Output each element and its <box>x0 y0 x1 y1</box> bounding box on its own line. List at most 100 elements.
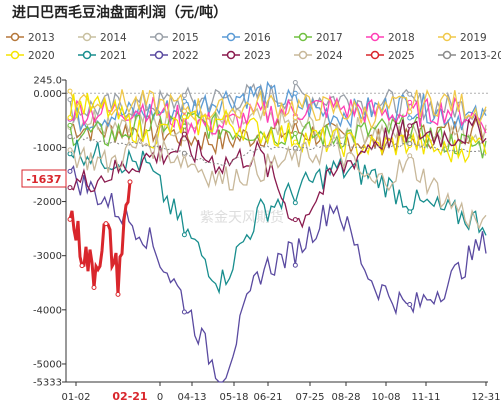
series-point <box>79 263 85 269</box>
series-point <box>181 150 187 156</box>
legend-swatch-marker <box>154 32 164 42</box>
legend-item[interactable]: 2015 <box>150 32 199 44</box>
series-point <box>407 123 413 129</box>
callout-value: -1637 <box>26 173 61 186</box>
legend-label: 2013-2024均值 <box>460 49 501 62</box>
series-point <box>292 262 298 268</box>
legend-item[interactable]: 2022 <box>150 50 199 62</box>
legend-swatch-marker <box>298 32 308 42</box>
x-tick-label: 12-31 <box>471 392 500 403</box>
series-line-2022 <box>69 164 487 383</box>
legend-label: 2023 <box>244 50 271 62</box>
y-tick-label: -5000 <box>33 359 62 370</box>
series-line-2014 <box>69 103 487 149</box>
legend-label: 2024 <box>316 50 343 62</box>
series-point <box>67 168 73 174</box>
y-tick-label: -1000 <box>33 143 62 154</box>
legend-item[interactable]: 2021 <box>78 50 127 62</box>
x-tick-label: 01-02 <box>61 392 90 403</box>
series-line-2013-2024均值 <box>69 135 487 166</box>
series-point <box>67 115 73 121</box>
x-tick-label: 11-11 <box>411 392 440 403</box>
y-tick-label: 0.000 <box>33 89 62 100</box>
current-date-label: 02-21 <box>112 390 147 403</box>
legend-item[interactable]: 2014 <box>78 32 127 44</box>
callout-box <box>21 169 67 188</box>
legend-item[interactable]: 2013 <box>6 32 55 44</box>
legend-item[interactable]: 2020 <box>6 50 55 62</box>
legend-item[interactable]: 2013-2024均值 <box>438 49 501 62</box>
legend: 2013 2014 2015 2016 2017 2018 2019 2020 2021 2022… <box>6 32 501 62</box>
series-line-2023 <box>69 115 487 229</box>
series-point <box>181 309 187 315</box>
legend-item[interactable]: 2019 <box>438 32 487 44</box>
x-tick-label: 0 <box>157 392 163 403</box>
legend-item[interactable]: 2025 <box>366 50 415 62</box>
series-point <box>407 115 413 121</box>
legend-label: 2021 <box>100 50 127 62</box>
series-point <box>292 145 298 151</box>
series-point <box>181 114 187 120</box>
legend-swatch-marker <box>442 32 452 42</box>
legend-label: 2019 <box>460 32 487 44</box>
series-line-2025 <box>68 181 132 295</box>
series-line-2020 <box>69 92 487 164</box>
series-point <box>127 179 133 185</box>
series-point <box>181 232 187 238</box>
legend-item[interactable]: 2017 <box>294 32 343 44</box>
legend-item[interactable]: 2023 <box>222 50 271 62</box>
series-point <box>115 291 121 297</box>
y-tick-label: -3000 <box>33 251 62 262</box>
legend-swatch-marker <box>82 32 92 42</box>
x-tick-label: 04-13 <box>177 392 206 403</box>
y-axis: 245.0 0.000 -1000 -2000 -3000 -4000 -5000 -5333 <box>33 76 67 389</box>
legend-item[interactable]: 2024 <box>294 50 343 62</box>
series-point <box>67 216 73 222</box>
x-tick-label: 07-25 <box>295 392 324 403</box>
legend-label: 2020 <box>28 50 55 62</box>
legend-swatch-marker <box>10 32 20 42</box>
series-point <box>67 134 73 140</box>
series-point <box>407 301 413 307</box>
series-point <box>91 284 97 290</box>
chart-title: 进口巴西毛豆油盘面利润（元/吨） <box>12 4 227 21</box>
legend-item[interactable]: 2016 <box>222 32 271 44</box>
legend-label: 2025 <box>388 50 415 62</box>
series-point <box>67 88 73 94</box>
series-line-2024 <box>69 132 487 230</box>
legend-swatch-marker <box>154 50 164 60</box>
x-axis: 01-02 0 04-13 05-18 06-21 07-25 08-28 10-08 11-1… <box>61 381 501 403</box>
series-point <box>292 130 298 136</box>
x-tick-label: 08-28 <box>331 392 360 403</box>
series-point <box>67 122 73 128</box>
legend-swatch-marker <box>226 32 236 42</box>
y-tick-label: 245.0 <box>33 76 62 87</box>
series-point <box>407 109 413 115</box>
series-point <box>67 147 73 153</box>
legend-swatch-marker <box>82 50 92 60</box>
y-tick-label: -5333 <box>33 378 62 389</box>
series-point <box>407 91 413 97</box>
y-tick-label: -4000 <box>33 305 62 316</box>
x-tick-label: 06-21 <box>253 392 282 403</box>
series-point <box>292 217 298 223</box>
x-tick-label: 05-18 <box>219 392 248 403</box>
legend-label: 2017 <box>316 32 343 44</box>
series-point <box>407 209 413 215</box>
legend-swatch-marker <box>442 50 452 60</box>
callout: -1637 <box>21 169 67 188</box>
legend-label: 2013 <box>28 32 55 44</box>
watermark: 紫金天风期货 <box>200 209 284 226</box>
legend-item[interactable]: 2018 <box>366 32 415 44</box>
series-point <box>181 131 187 137</box>
legend-swatch-marker <box>370 32 380 42</box>
series-point <box>181 92 187 98</box>
series-line-2019 <box>69 88 487 130</box>
series-point <box>407 153 413 159</box>
x-tick-label: 10-08 <box>371 392 400 403</box>
legend-label: 2015 <box>172 32 199 44</box>
series-point <box>103 221 109 227</box>
legend-label: 2022 <box>172 50 199 62</box>
